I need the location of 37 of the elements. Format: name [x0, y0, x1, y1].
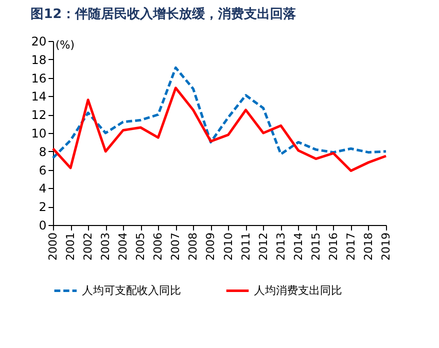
y-tick-label: 14	[31, 90, 46, 104]
y-tick-label: 2	[38, 200, 46, 214]
x-tick-label: 2000	[46, 232, 60, 260]
x-tick-label: 2010	[222, 232, 235, 260]
x-tick-label: 2007	[169, 232, 182, 260]
x-tick-label: 2017	[344, 232, 358, 260]
y-tick-label: 8	[38, 144, 46, 159]
line-series	[52, 66, 388, 160]
y-tick-label: 10	[31, 126, 46, 140]
x-tick-label: 2003	[99, 232, 112, 260]
x-tick-label: 2001	[64, 232, 78, 260]
x-tick-label: 2015	[309, 232, 322, 260]
x-tick-label: 2011	[239, 232, 252, 260]
x-tick-label: 2012	[256, 232, 270, 260]
x-tick-label: 2016	[326, 232, 340, 260]
x-tick-label: 2008	[186, 232, 200, 260]
x-tick-label: 2018	[362, 232, 375, 260]
x-tick-label: 2002	[82, 232, 95, 260]
y-tick-label: 4	[38, 182, 46, 196]
x-tick-label: 2019	[380, 232, 392, 260]
x-tick-label: 2009	[204, 232, 218, 260]
y-tick-label: 6	[38, 163, 46, 178]
x-tick-label: 2013	[274, 232, 288, 260]
x-tick-label: 2014	[292, 232, 305, 260]
y-tick-label: 0	[38, 218, 46, 232]
y-axis-title: (%)	[56, 38, 75, 52]
x-tick-label: 2004	[116, 232, 130, 260]
legend-label: 人均可支配收入同比	[82, 284, 181, 297]
x-tick-label: 2005	[134, 232, 148, 260]
y-tick-label: 16	[31, 71, 46, 86]
chart-title: 图12：伴随居民收入增长放缓，消费支出回落	[30, 6, 297, 22]
legend-label: 人均消费支出同比	[254, 284, 342, 297]
line-series	[52, 86, 388, 172]
y-tick-label: 12	[31, 108, 46, 122]
y-tick-label: 18	[31, 52, 46, 67]
x-tick-label: 2006	[152, 232, 165, 260]
y-tick-label: 20	[31, 34, 46, 48]
